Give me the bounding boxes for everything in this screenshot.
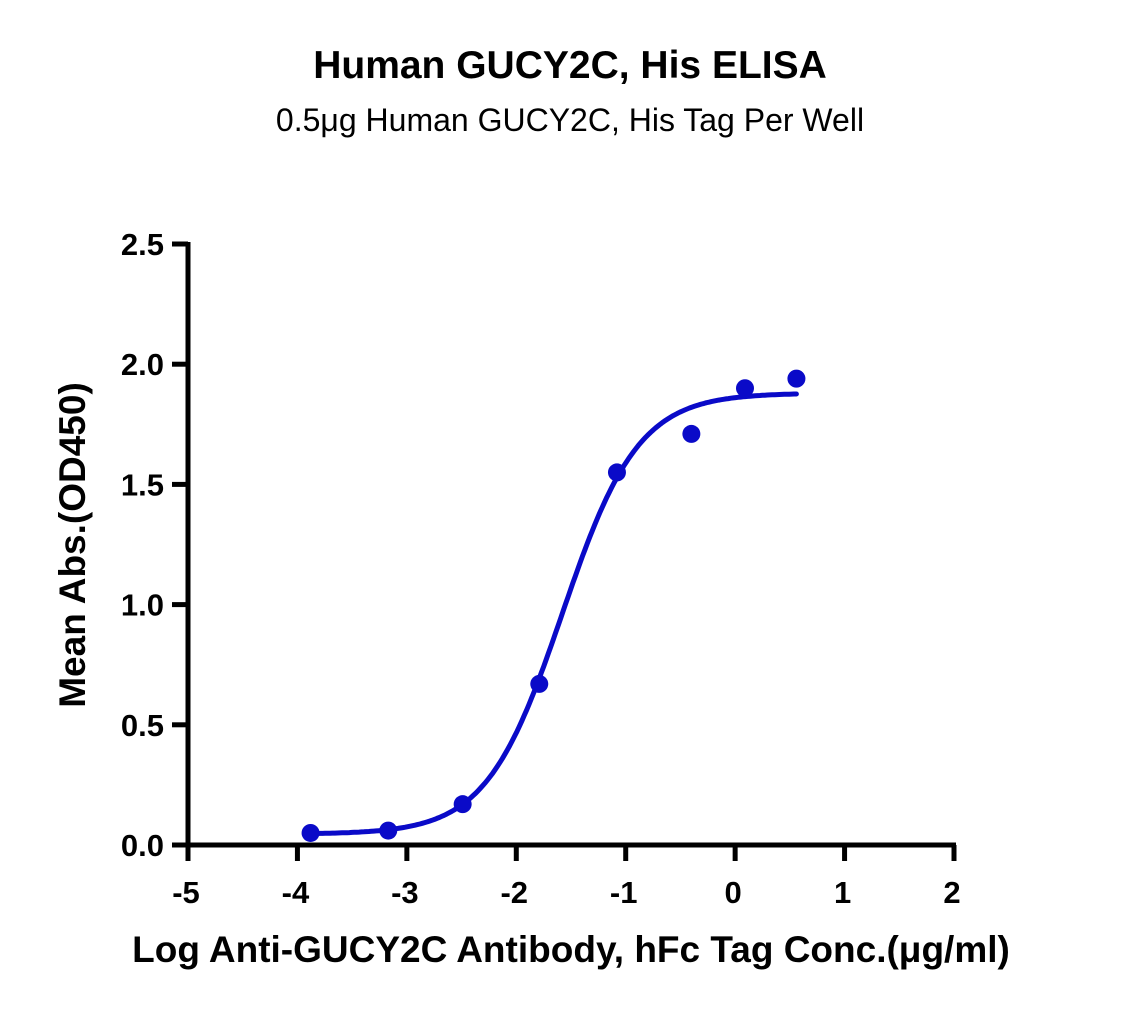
data-point	[607, 463, 626, 482]
x-tick-label: 1	[834, 875, 851, 910]
y-tick-label: 2.0	[121, 347, 164, 382]
x-axis-title: Log Anti-GUCY2C Antibody, hFc Tag Conc.(…	[132, 929, 1010, 970]
data-point	[453, 795, 472, 814]
x-tick-label: -1	[610, 875, 638, 910]
y-tick-label: 0.0	[121, 828, 164, 863]
data-point	[379, 821, 398, 840]
y-axis-title: Mean Abs.(OD450)	[52, 382, 93, 708]
y-tick-label: 0.5	[121, 708, 164, 743]
x-tick-label: 2	[943, 875, 960, 910]
y-tick-label: 1.5	[121, 467, 164, 502]
data-point	[530, 674, 549, 693]
x-tick-label: 0	[725, 875, 742, 910]
x-tick-label: -5	[172, 875, 200, 910]
fit-curve	[308, 391, 799, 837]
data-point	[682, 424, 701, 443]
chart-title: Human GUCY2C, His ELISA	[313, 44, 827, 87]
data-points	[301, 369, 806, 842]
y-tick-label: 2.5	[121, 227, 164, 262]
x-tick-label: -2	[500, 875, 528, 910]
data-point	[787, 369, 806, 388]
axes: 0.0 0.5 1.0 1.5 2.0 2.5 -5 -4 -3 -2 -1 0 1 2	[121, 227, 961, 910]
x-tick-label: -4	[282, 875, 310, 910]
x-tick-label: -3	[391, 875, 419, 910]
y-tick-label: 1.0	[121, 588, 164, 623]
data-point	[301, 823, 320, 842]
chart-subtitle: 0.5μg Human GUCY2C, His Tag Per Well	[275, 102, 865, 138]
fit-curve-line	[308, 391, 799, 837]
data-point	[735, 379, 754, 398]
